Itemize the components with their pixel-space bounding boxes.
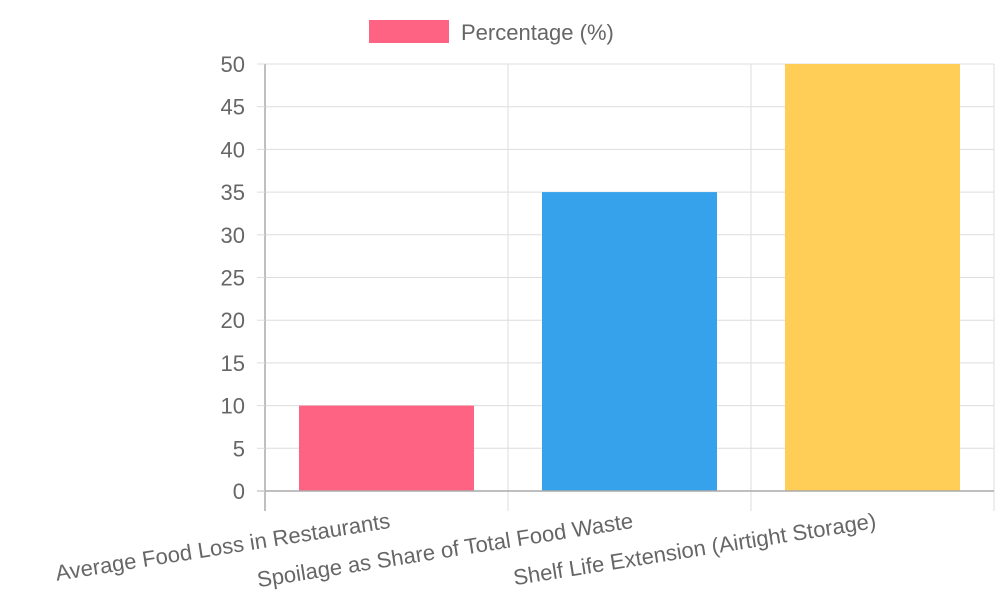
y-tick-label: 45 xyxy=(221,95,245,120)
y-tick-label: 30 xyxy=(221,223,245,248)
bar[interactable] xyxy=(542,192,717,491)
y-tick-label: 0 xyxy=(233,479,245,504)
y-tick-label: 50 xyxy=(221,52,245,77)
bar[interactable] xyxy=(785,64,960,491)
y-tick-label: 15 xyxy=(221,351,245,376)
y-axis-ticks: 0 5 10 15 20 25 30 35 40 45 50 xyxy=(221,52,265,504)
y-tick-label: 20 xyxy=(221,308,245,333)
legend-swatch[interactable] xyxy=(369,20,449,43)
legend-label[interactable]: Percentage (%) xyxy=(461,20,614,45)
y-tick-label: 5 xyxy=(233,436,245,461)
y-tick-label: 35 xyxy=(221,180,245,205)
y-tick-label: 25 xyxy=(221,266,245,291)
y-tick-label: 40 xyxy=(221,137,245,162)
axes xyxy=(257,64,994,511)
y-tick-label: 10 xyxy=(221,394,245,419)
bar[interactable] xyxy=(299,405,474,491)
x-axis-labels: Average Food Loss in RestaurantsSpoilage… xyxy=(54,508,878,592)
bars xyxy=(299,64,960,491)
legend[interactable]: Percentage (%) xyxy=(369,20,614,45)
